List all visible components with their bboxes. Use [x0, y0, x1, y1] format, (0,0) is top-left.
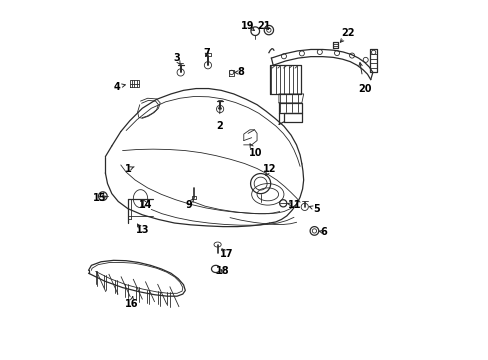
Text: 20: 20 — [357, 84, 370, 94]
Text: 17: 17 — [220, 248, 233, 258]
Text: 6: 6 — [319, 227, 326, 237]
Text: 12: 12 — [263, 164, 276, 174]
Text: 21: 21 — [257, 21, 270, 31]
Text: 13: 13 — [135, 225, 149, 235]
Text: 14: 14 — [139, 200, 152, 210]
Text: 8: 8 — [237, 67, 244, 77]
Text: 19: 19 — [241, 21, 254, 31]
Text: 16: 16 — [124, 299, 138, 309]
Text: 10: 10 — [248, 148, 262, 158]
Text: 1: 1 — [124, 164, 131, 174]
Text: 9: 9 — [185, 200, 192, 210]
Text: 22: 22 — [341, 28, 354, 38]
Text: 3: 3 — [173, 53, 180, 63]
Text: 15: 15 — [92, 193, 106, 203]
Text: 5: 5 — [312, 204, 319, 214]
Text: 7: 7 — [203, 48, 210, 58]
Text: 2: 2 — [216, 121, 223, 131]
Text: 18: 18 — [216, 266, 229, 276]
Text: 4: 4 — [114, 82, 121, 92]
Text: 11: 11 — [287, 200, 301, 210]
